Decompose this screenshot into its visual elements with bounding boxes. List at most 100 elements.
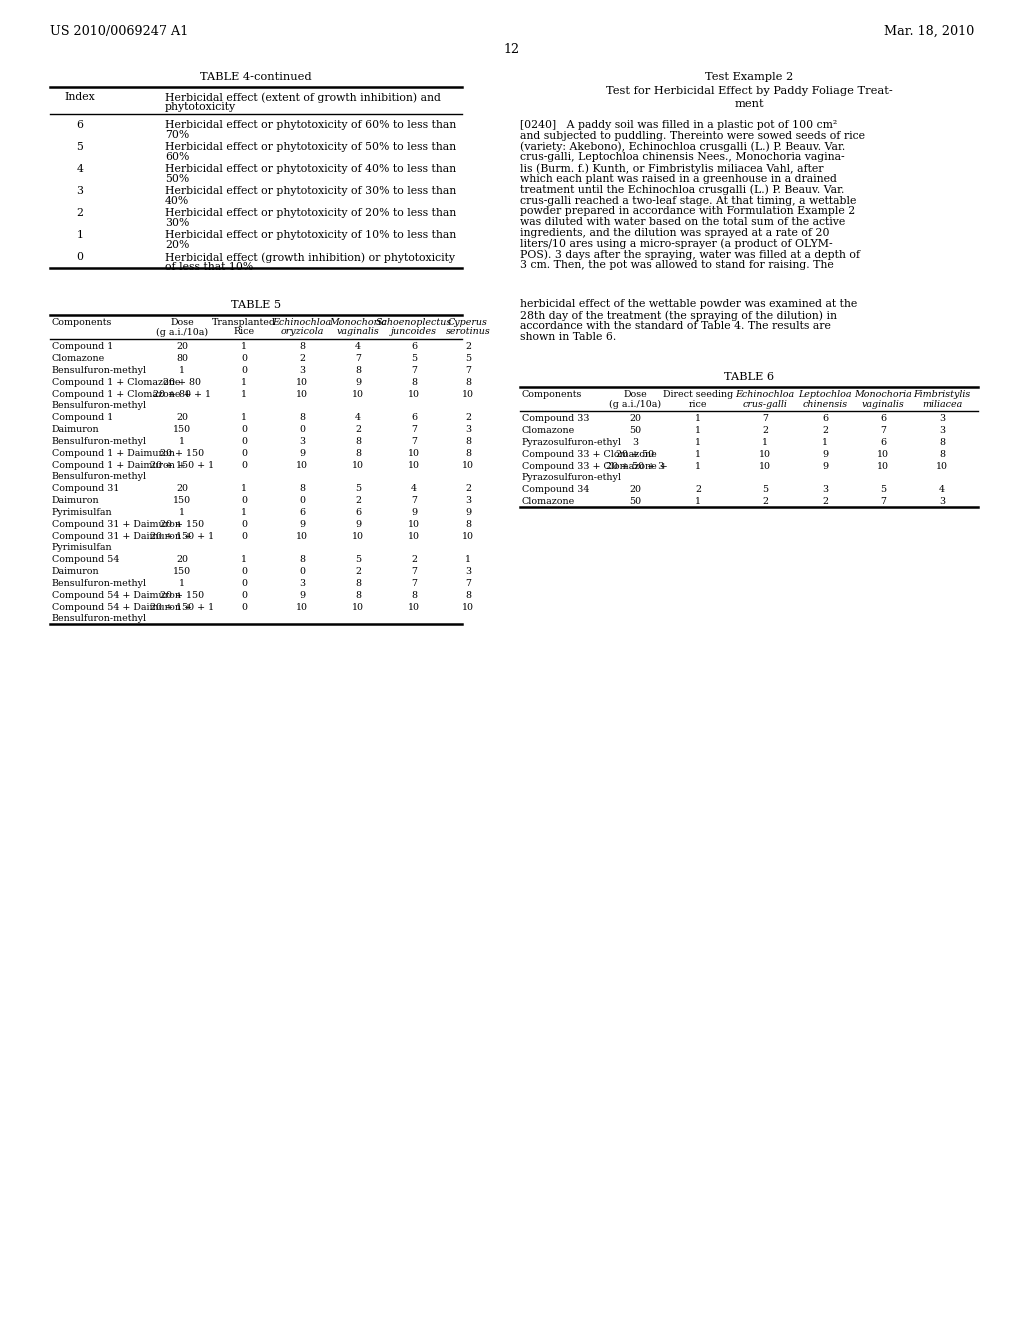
Text: TABLE 6: TABLE 6 — [724, 372, 774, 383]
Text: 6: 6 — [822, 414, 828, 424]
Text: 20 + 150 + 1: 20 + 150 + 1 — [150, 532, 214, 541]
Text: 9: 9 — [465, 508, 471, 517]
Text: 20: 20 — [176, 484, 188, 492]
Text: 8: 8 — [355, 449, 361, 458]
Text: 3: 3 — [465, 425, 471, 434]
Text: 20: 20 — [176, 413, 188, 422]
Text: vaginalis: vaginalis — [861, 400, 904, 409]
Text: 10: 10 — [408, 389, 420, 399]
Text: 7: 7 — [880, 426, 886, 436]
Text: POS). 3 days after the spraying, water was filled at a depth of: POS). 3 days after the spraying, water w… — [520, 249, 860, 260]
Text: 10: 10 — [462, 532, 474, 541]
Text: 2: 2 — [465, 413, 471, 422]
Text: Components: Components — [52, 318, 113, 327]
Text: 2: 2 — [465, 484, 471, 492]
Text: (g a.i./10a): (g a.i./10a) — [609, 400, 662, 409]
Text: Clomazone: Clomazone — [522, 426, 575, 436]
Text: 20 + 150 + 1: 20 + 150 + 1 — [150, 461, 214, 470]
Text: 2: 2 — [355, 568, 361, 576]
Text: 5: 5 — [880, 486, 886, 495]
Text: Bensulfuron-methyl: Bensulfuron-methyl — [52, 437, 147, 446]
Text: crus-galli reached a two-leaf stage. At that timing, a wettable: crus-galli reached a two-leaf stage. At … — [520, 195, 856, 206]
Text: of less that 10%: of less that 10% — [165, 261, 253, 272]
Text: 3: 3 — [822, 486, 828, 495]
Text: Compound 1 + Daimuron +: Compound 1 + Daimuron + — [52, 461, 186, 470]
Text: 0: 0 — [241, 437, 247, 446]
Text: 8: 8 — [355, 579, 361, 587]
Text: 2: 2 — [762, 426, 768, 436]
Text: 8: 8 — [299, 484, 305, 492]
Text: 2: 2 — [822, 426, 828, 436]
Text: 1: 1 — [695, 498, 701, 507]
Text: 150: 150 — [173, 425, 191, 434]
Text: 1: 1 — [762, 438, 768, 447]
Text: 0: 0 — [299, 568, 305, 576]
Text: 0: 0 — [241, 354, 247, 363]
Text: Compound 1 + Daimuron: Compound 1 + Daimuron — [52, 449, 175, 458]
Text: Herbicidal effect or phytotoxicity of 30% to less than: Herbicidal effect or phytotoxicity of 30… — [165, 186, 457, 195]
Text: TABLE 5: TABLE 5 — [231, 300, 281, 310]
Text: 20 + 50: 20 + 50 — [616, 450, 654, 459]
Text: 10: 10 — [462, 389, 474, 399]
Text: Compound 31: Compound 31 — [52, 484, 120, 492]
Text: 5: 5 — [762, 486, 768, 495]
Text: lis (Burm. f.) Kunth, or Fimbristylis miliacea Vahl, after: lis (Burm. f.) Kunth, or Fimbristylis mi… — [520, 164, 823, 174]
Text: 10: 10 — [296, 532, 308, 541]
Text: 8: 8 — [411, 591, 417, 601]
Text: 6: 6 — [411, 342, 417, 351]
Text: 20 + 150: 20 + 150 — [160, 520, 204, 529]
Text: Pyrimisulfan: Pyrimisulfan — [52, 543, 113, 552]
Text: 1: 1 — [241, 342, 247, 351]
Text: 10: 10 — [296, 461, 308, 470]
Text: Herbicidal effect or phytotoxicity of 20% to less than: Herbicidal effect or phytotoxicity of 20… — [165, 209, 457, 218]
Text: 50: 50 — [629, 426, 641, 436]
Text: 3: 3 — [299, 579, 305, 587]
Text: 7: 7 — [411, 366, 417, 375]
Text: 8: 8 — [299, 413, 305, 422]
Text: 8: 8 — [355, 591, 361, 601]
Text: 20: 20 — [176, 554, 188, 564]
Text: Bensulfuron-methyl: Bensulfuron-methyl — [52, 614, 147, 623]
Text: 0: 0 — [77, 252, 84, 261]
Text: crus-galli: crus-galli — [742, 400, 787, 409]
Text: 1: 1 — [179, 437, 185, 446]
Text: Herbicidal effect or phytotoxicity of 60% to less than: Herbicidal effect or phytotoxicity of 60… — [165, 120, 457, 129]
Text: 20: 20 — [629, 486, 641, 495]
Text: Fimbristylis: Fimbristylis — [913, 391, 971, 400]
Text: 8: 8 — [939, 438, 945, 447]
Text: Mar. 18, 2010: Mar. 18, 2010 — [884, 25, 974, 38]
Text: 5: 5 — [355, 484, 361, 492]
Text: 8: 8 — [939, 450, 945, 459]
Text: 50%: 50% — [165, 174, 189, 183]
Text: 9: 9 — [299, 520, 305, 529]
Text: Daimuron: Daimuron — [52, 568, 99, 576]
Text: 0: 0 — [241, 366, 247, 375]
Text: phytotoxicity: phytotoxicity — [165, 102, 237, 112]
Text: 3: 3 — [939, 498, 945, 507]
Text: Rice: Rice — [233, 327, 255, 337]
Text: ment: ment — [734, 99, 764, 110]
Text: Direct seeding: Direct seeding — [663, 391, 733, 400]
Text: 4: 4 — [939, 486, 945, 495]
Text: 10: 10 — [408, 520, 420, 529]
Text: liters/10 ares using a micro-sprayer (a product of OLYM-: liters/10 ares using a micro-sprayer (a … — [520, 239, 833, 249]
Text: 1: 1 — [241, 413, 247, 422]
Text: Bensulfuron-methyl: Bensulfuron-methyl — [52, 366, 147, 375]
Text: 4: 4 — [411, 484, 417, 492]
Text: 8: 8 — [355, 437, 361, 446]
Text: 0: 0 — [241, 520, 247, 529]
Text: 7: 7 — [762, 414, 768, 424]
Text: 4: 4 — [77, 164, 83, 174]
Text: Daimuron: Daimuron — [52, 496, 99, 506]
Text: 8: 8 — [299, 554, 305, 564]
Text: 10: 10 — [936, 462, 948, 471]
Text: Herbicidal effect or phytotoxicity of 10% to less than: Herbicidal effect or phytotoxicity of 10… — [165, 230, 457, 240]
Text: oryzicola: oryzicola — [281, 327, 324, 337]
Text: serotinus: serotinus — [445, 327, 490, 337]
Text: 4: 4 — [355, 342, 361, 351]
Text: 20 + 150: 20 + 150 — [160, 449, 204, 458]
Text: Compound 1: Compound 1 — [52, 342, 114, 351]
Text: 10: 10 — [352, 461, 364, 470]
Text: 1: 1 — [695, 426, 701, 436]
Text: Pyrazosulfuron-ethyl: Pyrazosulfuron-ethyl — [522, 438, 622, 447]
